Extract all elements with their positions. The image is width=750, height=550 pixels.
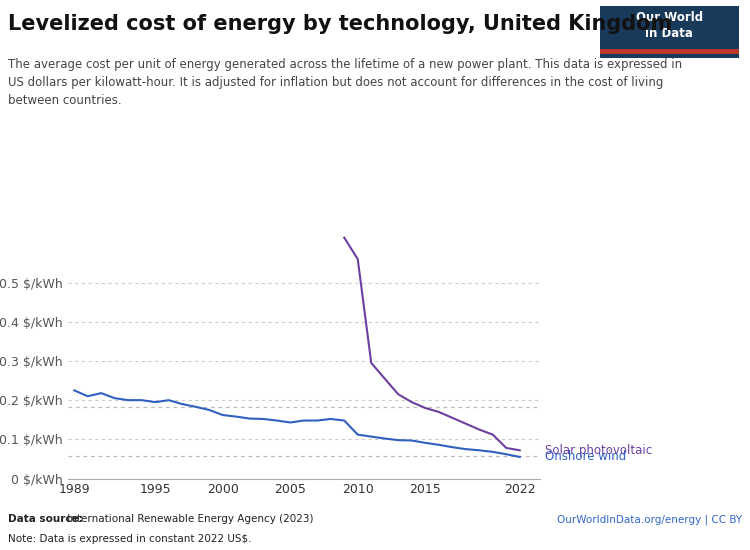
Text: Levelized cost of energy by technology, United Kingdom: Levelized cost of energy by technology, …: [8, 14, 672, 34]
Text: Our World
in Data: Our World in Data: [636, 11, 703, 40]
Text: Solar photovoltaic: Solar photovoltaic: [544, 444, 652, 457]
Text: Note: Data is expressed in constant 2022 US$.: Note: Data is expressed in constant 2022…: [8, 534, 251, 543]
Text: OurWorldInData.org/energy | CC BY: OurWorldInData.org/energy | CC BY: [557, 514, 742, 525]
Text: Onshore wind: Onshore wind: [544, 450, 626, 464]
Text: Data source:: Data source:: [8, 514, 82, 524]
Text: International Renewable Energy Agency (2023): International Renewable Energy Agency (2…: [64, 514, 314, 524]
Text: The average cost per unit of energy generated across the lifetime of a new power: The average cost per unit of energy gene…: [8, 58, 682, 107]
